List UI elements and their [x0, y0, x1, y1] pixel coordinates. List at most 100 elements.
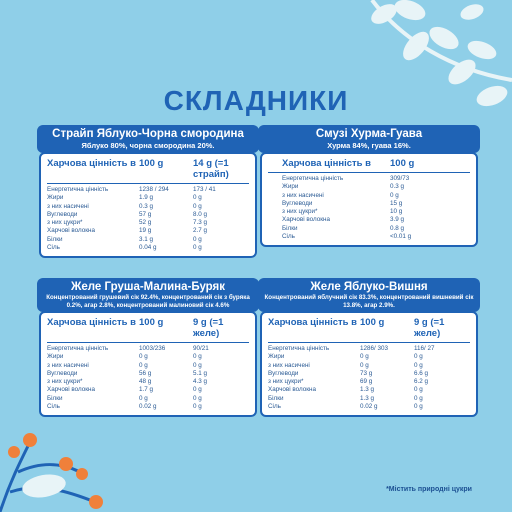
value-per-100: 73 g: [360, 369, 373, 377]
value-per-portion: 0 g: [193, 202, 202, 210]
table-header: Харчова цінність в 100 g 9 g (=1 желе): [268, 317, 470, 339]
table-row: з них цукри* 10 g: [268, 208, 470, 216]
value-per-100: 1238 / 294: [139, 186, 169, 193]
nutrition-table: Харчова цінність в 100 g 14 g (=1 страйп…: [39, 152, 257, 259]
table-row: з них цукри* 69 g 6.2 g: [268, 378, 470, 386]
value-per-100: 15 g: [390, 199, 403, 207]
nutrition-card-jelly-apple-cherry: Желе Яблуко-Вишня Концентрований яблучни…: [258, 278, 480, 418]
nutrition-table: Харчова цінність в 100 g 9 g (=1 желе) Е…: [260, 311, 478, 418]
nutrient-label: Харчові волокна: [268, 386, 316, 394]
nutrient-label: Жири: [47, 353, 64, 361]
product-name: Страйп Яблуко-Чорна смородина: [52, 128, 244, 140]
value-per-100: 3.9 g: [390, 216, 405, 224]
value-per-100: 0 g: [390, 191, 399, 199]
table-row: Харчові волокна 1.3 g 0 g: [268, 386, 470, 394]
value-per-100: 48 g: [139, 378, 152, 386]
header-per-100: 100 g: [390, 158, 415, 169]
product-ingredients: Концентрований грушевий сік 92.4%, конце…: [46, 294, 250, 309]
nutrient-label: Вуглеводи: [282, 199, 313, 207]
card-header: Желе Груша-Малина-Буряк Концентрований г…: [37, 278, 259, 312]
header-label: Харчова цінність в: [282, 158, 371, 169]
value-per-100: 0.04 g: [139, 244, 157, 252]
table-row: з них насичені 0 g 0 g: [47, 362, 249, 370]
nutrition-table: Харчова цінність в 100 g Енергетична цін…: [260, 152, 478, 248]
product-ingredients: Концентрований яблучний сік 83.3%, конце…: [264, 294, 474, 309]
card-header: Смузі Хурма-Гуава Хурма 84%, гуава 16%.: [258, 125, 480, 153]
value-per-100: 0 g: [360, 361, 369, 369]
table-row: Вуглеводи 57 g 8.0 g: [47, 211, 249, 219]
nutrient-label: Білки: [47, 235, 63, 243]
table-row: Вуглеводи 15 g: [268, 200, 470, 208]
value-per-100: 52 g: [139, 219, 152, 227]
nutrient-label: Білки: [282, 224, 298, 232]
value-per-portion: 0 g: [193, 194, 202, 202]
value-per-portion: 7.3 g: [193, 219, 208, 227]
nutrition-rows: Енергетична цінність 1238 / 294 173 / 41 Жи…: [47, 186, 249, 252]
value-per-portion: 6.2 g: [414, 378, 429, 386]
value-per-100: 19 g: [139, 227, 152, 235]
value-per-100: 1.9 g: [139, 194, 154, 202]
value-per-portion: 0 g: [193, 403, 202, 411]
value-per-portion: 0 g: [193, 244, 202, 252]
value-per-100: 3.1 g: [139, 235, 154, 243]
value-per-100: 309/73: [390, 175, 410, 182]
table-row: Жири 1.9 g 0 g: [47, 194, 249, 202]
card-header: Желе Яблуко-Вишня Концентрований яблучни…: [258, 278, 480, 312]
table-header: Харчова цінність в 100 g 9 g (=1 желе): [47, 317, 249, 339]
table-row: Харчові волокна 3.9 g: [268, 216, 470, 224]
value-per-portion: 0 g: [414, 386, 423, 394]
value-per-portion: 116/ 27: [414, 345, 435, 352]
value-per-100: 56 g: [139, 369, 152, 377]
nutrient-label: Білки: [268, 394, 284, 402]
value-per-100: 1.3 g: [360, 394, 375, 402]
table-row: Енергетична цінність 309/73: [268, 175, 470, 183]
value-per-100: 0.3 g: [139, 202, 154, 210]
value-per-portion: 0 g: [414, 394, 423, 402]
value-per-100: 1.7 g: [139, 386, 154, 394]
table-row: Вуглеводи 73 g 6.6 g: [268, 370, 470, 378]
nutrient-label: Енергетична цінність: [268, 345, 330, 352]
nutrient-label: з них цукри*: [47, 378, 83, 386]
table-row: Вуглеводи 56 g 5.1 g: [47, 370, 249, 378]
product-ingredients: Яблуко 80%, чорна смородина 20%.: [81, 141, 215, 150]
table-row: Білки 0.8 g: [268, 225, 470, 233]
nutrient-label: Сіль: [47, 403, 60, 411]
berry-branch-decoration-bottom: [0, 433, 103, 512]
value-per-100: 0.3 g: [390, 183, 405, 191]
table-row: Енергетична цінність 1286/ 303 116/ 27: [268, 345, 470, 353]
table-row: Білки 0 g 0 g: [47, 395, 249, 403]
nutrition-table: Харчова цінність в 100 g 9 g (=1 желе) Е…: [39, 311, 257, 418]
table-row: Сіль 0.04 g 0 g: [47, 244, 249, 252]
card-header: Страйп Яблуко-Чорна смородина Яблуко 80%…: [37, 125, 259, 153]
table-row: з них цукри* 52 g 7.3 g: [47, 219, 249, 227]
divider: [268, 342, 470, 343]
value-per-portion: 0 g: [414, 353, 423, 361]
value-per-portion: 4.3 g: [193, 378, 208, 386]
value-per-100: 0 g: [139, 394, 148, 402]
nutrient-label: з них цукри*: [268, 378, 304, 386]
table-row: з них цукри* 48 g 4.3 g: [47, 378, 249, 386]
nutrient-label: з них насичені: [47, 361, 89, 369]
header-label: Харчова цінність в: [47, 317, 136, 328]
header-per-100: 100 g: [139, 158, 164, 169]
value-per-portion: 173 / 41: [193, 186, 216, 193]
table-row: з них насичені 0.3 g 0 g: [47, 203, 249, 211]
nutrient-label: Енергетична цінність: [47, 345, 109, 352]
table-row: Харчові волокна 1.7 g 0 g: [47, 386, 249, 394]
header-label: Харчова цінність в: [268, 317, 357, 328]
header-per-portion: 14 g (=1 страйп): [193, 158, 229, 180]
table-row: Жири 0.3 g: [268, 183, 470, 191]
product-name: Желе Груша-Малина-Буряк: [70, 281, 226, 293]
nutrient-label: з них насичені: [47, 202, 89, 210]
nutrition-card-strip-apple-blackcurrant: Страйп Яблуко-Чорна смородина Яблуко 80%…: [37, 125, 259, 259]
value-per-portion: 0 g: [193, 394, 202, 402]
value-per-portion: 0 g: [414, 361, 423, 369]
table-row: з них насичені 0 g: [268, 192, 470, 200]
value-per-portion: 0 g: [193, 361, 202, 369]
nutrient-label: Харчові волокна: [47, 227, 95, 235]
value-per-100: 69 g: [360, 378, 373, 386]
table-row: Сіль 0.02 g 0 g: [268, 403, 470, 411]
nutrient-label: Харчові волокна: [282, 216, 330, 224]
value-per-portion: 0 g: [193, 353, 202, 361]
